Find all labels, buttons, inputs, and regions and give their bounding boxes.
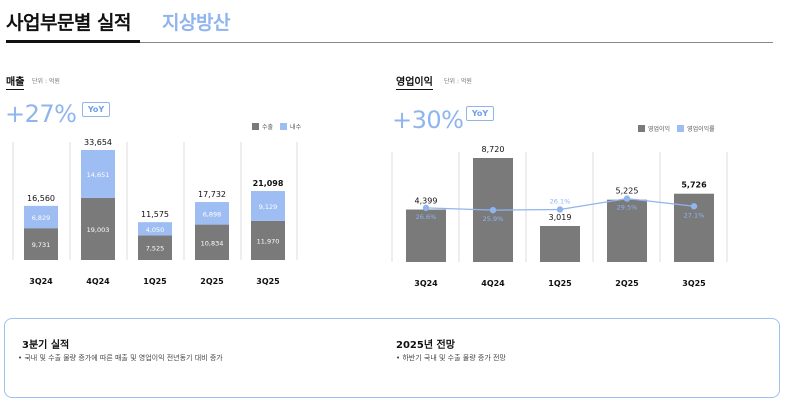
sales-export-value-label: 9,731 (32, 241, 51, 249)
summary-right-title: 2025년 전망 (396, 340, 455, 351)
legend-export-swatch (252, 123, 259, 130)
legend-margin-swatch (677, 125, 685, 132)
op-category-label: 3Q24 (414, 279, 438, 288)
summary-right-text: • 하반기 국내 및 수출 물량 증가 전망 (396, 354, 506, 362)
legend-op-label: 영업이익 (648, 126, 671, 133)
op-margin-point (690, 203, 698, 210)
sales-domestic-bar (138, 222, 172, 236)
op-margin-point (489, 206, 497, 214)
sales-export-value-label: 10,834 (201, 239, 224, 247)
title-divider (6, 42, 773, 43)
op-profit-bar (406, 209, 446, 262)
sales-total-label: 16,560 (27, 194, 55, 203)
sales-yoy-badge: YoY (82, 102, 110, 117)
sales-domestic-bar (24, 205, 58, 229)
sales-category-label: 1Q25 (143, 277, 167, 286)
op-category-label: 2Q25 (615, 279, 639, 288)
sales-category-label: 3Q24 (29, 277, 53, 286)
summary-box (4, 318, 780, 398)
sales-total-label: 33,654 (84, 138, 112, 147)
op-category-label: 4Q24 (481, 279, 505, 288)
sales-domestic-value-label: 6,829 (32, 214, 51, 222)
sales-export-bar (24, 228, 58, 260)
sales-legend: 수출 내수 (252, 122, 301, 131)
op-profit-value-label: 5,225 (616, 187, 639, 196)
summary-left-text: • 국내 및 수출 물량 증가에 따른 매출 및 영업이익 전년동기 대비 증가 (18, 354, 223, 362)
sales-section-label: 매출 (6, 73, 25, 90)
sales-export-bar (195, 224, 229, 260)
sales-export-bar (81, 197, 115, 260)
legend-domestic-label: 내수 (290, 124, 302, 131)
sales-export-value-label: 11,970 (257, 237, 280, 245)
op-unit-label: 단위 : 억원 (444, 78, 472, 85)
title-underline (6, 40, 140, 43)
sales-category-label: 4Q24 (86, 277, 110, 286)
op-margin-label: 25.9% (483, 215, 504, 223)
sales-domestic-bar (195, 202, 229, 225)
sales-domestic-value-label: 14,651 (87, 171, 110, 179)
summary-left-title: 3분기 실적 (22, 340, 70, 351)
op-profit-value-label: 3,019 (549, 213, 572, 222)
op-margin-label: 29.5% (617, 204, 638, 212)
sales-total-label: 21,098 (253, 179, 284, 188)
sales-domestic-value-label: 4,050 (146, 226, 165, 234)
op-margin-label: 26.6% (416, 213, 437, 221)
page-title: 사업부문별 실적 (6, 12, 131, 34)
op-profit-value-label: 4,399 (415, 197, 438, 206)
sales-domestic-bar (81, 150, 115, 198)
page-subtitle: 지상방산 (162, 12, 230, 34)
op-category-label: 3Q25 (682, 279, 706, 288)
legend-domestic-swatch (280, 123, 288, 130)
sales-total-label: 11,575 (141, 210, 169, 219)
sales-domestic-value-label: 6,898 (203, 210, 222, 218)
sales-export-bar (251, 220, 285, 260)
sales-export-value-label: 7,525 (146, 245, 165, 253)
op-profit-value-label: 8,720 (482, 145, 505, 154)
legend-export-label: 수출 (262, 124, 274, 131)
op-profit-bar (540, 225, 580, 262)
op-margin-point (623, 195, 631, 202)
sales-category-label: 2Q25 (200, 277, 224, 286)
op-profit-value-label: 5,726 (681, 181, 707, 190)
op-category-label: 1Q25 (548, 279, 572, 288)
op-margin-point (556, 206, 564, 213)
sales-domestic-bar (251, 191, 285, 221)
sales-total-label: 17,732 (198, 190, 226, 199)
op-margin-point (422, 204, 430, 212)
op-profit-bar (607, 199, 647, 262)
sales-unit-label: 단위 : 억원 (32, 78, 60, 85)
op-margin-label: 27.1% (684, 211, 705, 219)
op-margin-label: 26.1% (550, 197, 571, 205)
op-growth-value: +30% (392, 106, 464, 134)
sales-export-bar (138, 235, 172, 260)
sales-chart: 9,731 6,829 16,560 3Q24 19,003 14,651 33,654 4Q… (12, 138, 298, 286)
sales-growth-value: +27% (5, 100, 77, 128)
legend-margin-label: 영업이익률 (687, 126, 715, 133)
legend-op-swatch (638, 125, 645, 132)
op-section-label: 영업이익 (396, 73, 433, 90)
sales-export-value-label: 19,003 (87, 226, 110, 234)
operating-profit-chart: 4,399 3Q24 8,720 4Q24 3,019 1Q25 5,225 2Q25 5,72… (391, 145, 728, 288)
sales-category-label: 3Q25 (256, 277, 280, 286)
op-yoy-badge: YoY (466, 106, 494, 121)
sales-domestic-value-label: 9,129 (259, 203, 278, 211)
op-legend: 영업이익 영업이익률 (638, 124, 715, 133)
